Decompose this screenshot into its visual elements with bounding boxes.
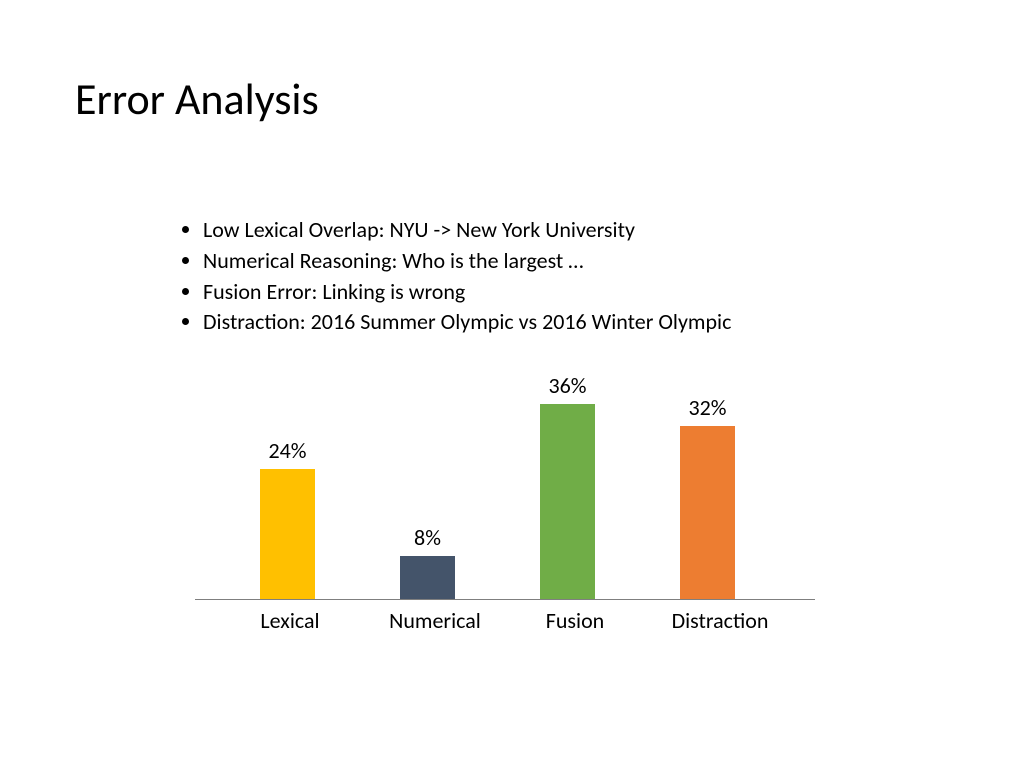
bar: 32% bbox=[680, 426, 735, 599]
bar-value: 24% bbox=[260, 437, 315, 464]
x-axis bbox=[195, 599, 815, 600]
bullet-item: Fusion Error: Linking is wrong bbox=[203, 277, 731, 308]
bar-chart: 24% Lexical 8% Numerical 36% Fusion 32% Distrac… bbox=[195, 370, 815, 640]
bar: 36% bbox=[540, 404, 595, 599]
bar: 8% bbox=[400, 556, 455, 599]
bar-label: Fusion bbox=[525, 607, 625, 634]
bar-value: 36% bbox=[540, 372, 595, 399]
bar-label: Distraction bbox=[650, 607, 790, 634]
slide: Error Analysis Low Lexical Overlap: NYU … bbox=[0, 0, 1024, 768]
bullet-item: Distraction: 2016 Summer Olympic vs 2016… bbox=[203, 307, 731, 338]
slide-title: Error Analysis bbox=[75, 72, 319, 126]
bullet-list: Low Lexical Overlap: NYU -> New York Uni… bbox=[175, 215, 731, 338]
bar-value: 8% bbox=[400, 524, 455, 551]
bullet-item: Low Lexical Overlap: NYU -> New York Uni… bbox=[203, 215, 731, 246]
bullet-item: Numerical Reasoning: Who is the largest … bbox=[203, 246, 731, 277]
bar-label: Lexical bbox=[240, 607, 340, 634]
bar-value: 32% bbox=[680, 394, 735, 421]
bar: 24% bbox=[260, 469, 315, 599]
bar-label: Numerical bbox=[375, 607, 495, 634]
